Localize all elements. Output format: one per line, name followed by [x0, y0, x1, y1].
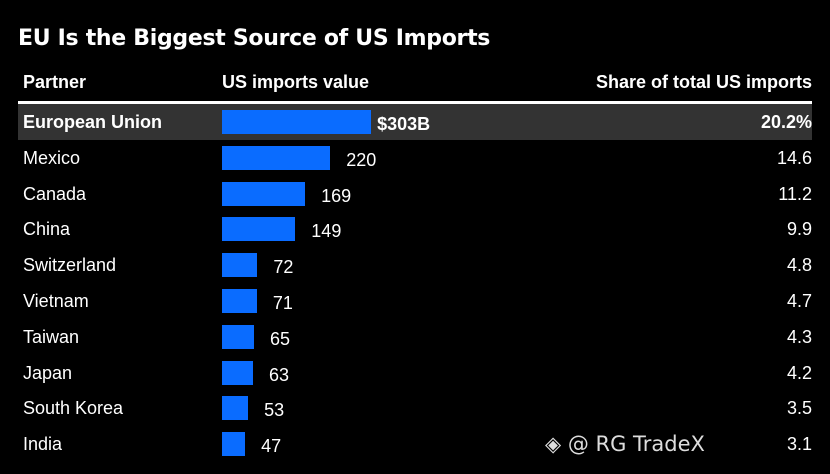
partner-name: Canada [23, 183, 87, 204]
partner-name: Vietnam [23, 291, 89, 311]
value-label: 220 [346, 149, 377, 170]
table-row: European Union $303B 20.2% [18, 104, 812, 140]
partner-name: China [23, 219, 71, 240]
table-row: Mexico 220 14.6 [18, 140, 812, 176]
chart-title: EU Is the Biggest Source of US Imports [18, 26, 491, 51]
value-label: 72 [273, 257, 294, 278]
bar [222, 181, 306, 206]
share-value: 4.2 [786, 362, 812, 383]
partner-name: Japan [23, 362, 73, 383]
share-value: 4.3 [786, 326, 812, 347]
bar [222, 110, 372, 134]
bar [222, 396, 249, 421]
header-divider [18, 101, 812, 104]
share-value: 3.5 [786, 398, 812, 419]
partner-name: India [23, 434, 63, 455]
share-value: 4.8 [786, 255, 812, 276]
table-row: Canada 169 11.2 [18, 176, 812, 212]
value-label: 47 [261, 436, 282, 457]
value-label: 71 [272, 293, 293, 313]
diamond-logo-icon: ◈ [545, 432, 562, 456]
bar [222, 253, 258, 278]
value-label: 149 [311, 221, 342, 242]
bar [222, 324, 254, 349]
value-label: 53 [264, 400, 285, 421]
value-label: $303B [377, 114, 431, 134]
bar [222, 289, 257, 313]
watermark-text: @ RG TradeX [567, 432, 705, 456]
partner-name: Switzerland [23, 255, 117, 276]
share-value: 4.7 [786, 291, 812, 311]
table-row: Switzerland 72 4.8 [18, 247, 812, 283]
bar [222, 145, 331, 170]
share-value: 11.2 [778, 183, 812, 204]
share-value: 9.9 [786, 219, 812, 240]
table-row: India 47 3.1 [18, 426, 812, 462]
table-row: Japan 63 4.2 [18, 355, 812, 391]
bar [222, 217, 296, 242]
partner-name: European Union [23, 112, 162, 132]
value-label: 63 [268, 364, 290, 385]
share-value: 14.6 [776, 147, 812, 168]
share-value: 20.2% [760, 112, 812, 132]
table-row: China 149 9.9 [18, 211, 812, 247]
partner-name: Mexico [23, 147, 81, 168]
partner-name: Taiwan [23, 326, 80, 347]
table-row: South Korea 53 3.5 [18, 390, 812, 426]
watermark: ◈ @ RG TradeX [545, 432, 705, 456]
bar [222, 432, 246, 457]
header-imports-value: US imports value [222, 72, 370, 92]
table-row: Vietnam 71 4.7 [18, 283, 812, 319]
bar [222, 360, 253, 385]
value-label: 65 [269, 328, 290, 349]
table-row: Taiwan 65 4.3 [18, 319, 812, 355]
partner-name: South Korea [23, 398, 124, 419]
value-label: 169 [321, 185, 352, 206]
share-value: 3.1 [786, 434, 812, 455]
header-partner: Partner [23, 72, 87, 92]
header-share: Share of total US imports [595, 72, 812, 92]
